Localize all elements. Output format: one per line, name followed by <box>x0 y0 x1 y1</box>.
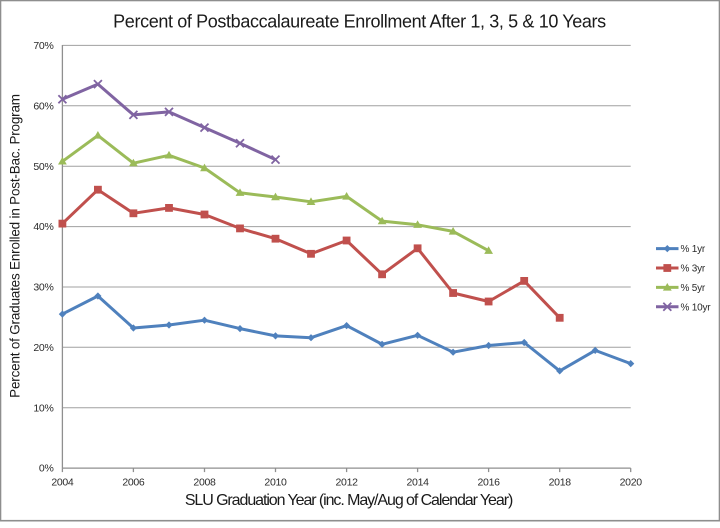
svg-text:% 1yr: % 1yr <box>681 244 706 255</box>
svg-text:Percent of Postbaccalaureate E: Percent of Postbaccalaureate Enrollment … <box>113 12 606 32</box>
svg-text:2018: 2018 <box>549 477 572 489</box>
svg-text:0%: 0% <box>39 463 54 475</box>
svg-text:2010: 2010 <box>264 477 287 489</box>
svg-text:2006: 2006 <box>122 477 145 489</box>
svg-text:10%: 10% <box>33 402 53 414</box>
svg-text:30%: 30% <box>33 282 53 294</box>
svg-text:50%: 50% <box>33 161 53 173</box>
svg-text:70%: 70% <box>33 40 53 52</box>
svg-text:% 5yr: % 5yr <box>681 283 706 294</box>
svg-text:% 10yr: % 10yr <box>681 302 712 313</box>
svg-text:2012: 2012 <box>336 477 359 489</box>
svg-text:60%: 60% <box>33 100 53 112</box>
svg-text:SLU Graduation Year (inc. May/: SLU Graduation Year (inc. May/Aug of Cal… <box>185 492 513 509</box>
svg-text:% 3yr: % 3yr <box>681 264 706 275</box>
svg-text:Percent of Graduates Enrolled: Percent of Graduates Enrolled in Post-Ba… <box>8 94 23 398</box>
svg-text:2004: 2004 <box>51 477 74 489</box>
svg-text:40%: 40% <box>33 221 53 233</box>
svg-text:2016: 2016 <box>478 477 501 489</box>
svg-text:2020: 2020 <box>620 477 643 489</box>
svg-text:20%: 20% <box>33 342 53 354</box>
svg-text:2014: 2014 <box>407 477 430 489</box>
svg-text:2008: 2008 <box>193 477 216 489</box>
